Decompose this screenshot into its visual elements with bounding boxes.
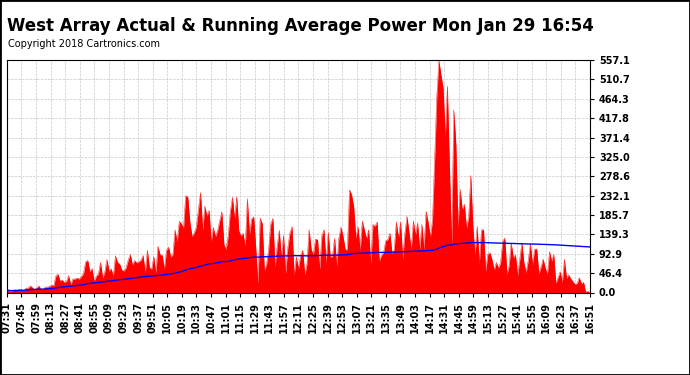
Text: West Array Actual & Running Average Power Mon Jan 29 16:54: West Array Actual & Running Average Powe…	[7, 17, 593, 35]
Text: Copyright 2018 Cartronics.com: Copyright 2018 Cartronics.com	[8, 39, 160, 50]
